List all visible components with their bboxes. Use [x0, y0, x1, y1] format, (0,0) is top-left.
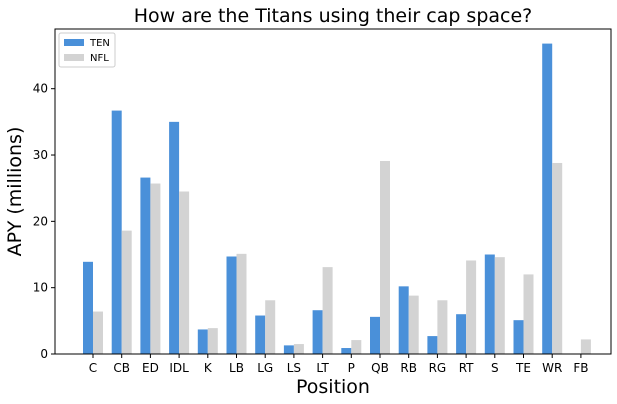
x-axis-label: Position [296, 376, 370, 398]
x-tick-label: IDL [169, 361, 189, 375]
legend: TEN NFL [58, 32, 116, 68]
x-tick-label: LB [229, 361, 244, 375]
bar-nfl-c [93, 311, 103, 354]
bar-nfl-lb [236, 253, 247, 354]
x-tick-label: P [348, 361, 355, 375]
legend-label-ten: TEN [89, 38, 110, 49]
x-tick-label: RB [400, 361, 417, 375]
bar-ten-lb [226, 256, 237, 354]
bar-nfl-rt [466, 260, 477, 354]
y-tick-label: 20 [33, 214, 48, 228]
bar-ten-lg [255, 315, 266, 354]
y-tick-label: 40 [33, 82, 48, 96]
bar-ten-cb [111, 110, 122, 354]
bar-nfl-s [494, 257, 505, 354]
x-tick-label: RG [429, 361, 447, 375]
bar-ten-k [197, 329, 208, 354]
x-tick-label: ED [142, 361, 159, 375]
x-tick-label: RT [459, 361, 474, 375]
y-axis-label: APY (millions) [4, 127, 26, 257]
bar-ten-rg [427, 336, 438, 354]
bar-nfl-lg [265, 300, 276, 354]
bar-ten-ls [283, 345, 294, 354]
plot-frame [54, 28, 612, 355]
bar-nfl-idl [179, 191, 190, 354]
bar-ten-idl [169, 121, 180, 354]
bar-ten-wr [542, 43, 553, 355]
bar-nfl-ed [150, 183, 161, 354]
bar-nfl-k [207, 328, 218, 354]
ticks-layer: C CB ED IDL K LB LG LS LT P QB RB RG RT S TE WR FB 0 10 20 30… [33, 82, 589, 375]
bar-ten-te [513, 320, 524, 354]
x-tick-label: S [491, 361, 499, 375]
x-tick-label: WR [542, 361, 562, 375]
bar-ten-rt [456, 314, 467, 354]
bar-nfl-p [351, 340, 362, 354]
bar-ten-lt [312, 310, 323, 354]
bar-ten-s [484, 254, 495, 354]
bar-nfl-cb [121, 230, 132, 354]
bar-nfl-qb [380, 160, 390, 354]
legend-swatch-nfl [64, 54, 84, 61]
bar-nfl-rg [437, 300, 448, 354]
x-tick-label: LT [316, 361, 329, 375]
bar-ten-qb [370, 316, 380, 354]
bar-ten-c [83, 261, 93, 354]
x-tick-label: LG [257, 361, 273, 375]
bar-nfl-fb [580, 339, 591, 354]
x-tick-label: K [204, 361, 213, 375]
bar-nfl-te [523, 274, 534, 354]
bar-ten-rb [398, 286, 409, 354]
x-tick-label: LS [287, 361, 301, 375]
y-tick-label: 0 [40, 347, 48, 361]
bar-nfl-rb [408, 295, 419, 354]
bar-nfl-wr [552, 162, 563, 354]
bar-nfl-lt [322, 267, 333, 354]
y-tick-label: 10 [33, 281, 48, 295]
x-tick-label: FB [573, 361, 588, 375]
bar-ten-p [341, 348, 352, 354]
x-tick-label: TE [515, 361, 531, 375]
x-tick-label: C [89, 361, 97, 375]
bar-nfl-ls [293, 344, 304, 354]
legend-swatch-ten [64, 39, 84, 46]
x-tick-label: QB [371, 361, 389, 375]
legend-label-nfl: NFL [90, 53, 109, 64]
bars-layer [83, 43, 591, 355]
bar-ten-ed [140, 177, 151, 354]
x-tick-label: CB [113, 361, 130, 375]
chart-title: How are the Titans using their cap space… [134, 5, 533, 27]
y-tick-label: 30 [33, 148, 48, 162]
